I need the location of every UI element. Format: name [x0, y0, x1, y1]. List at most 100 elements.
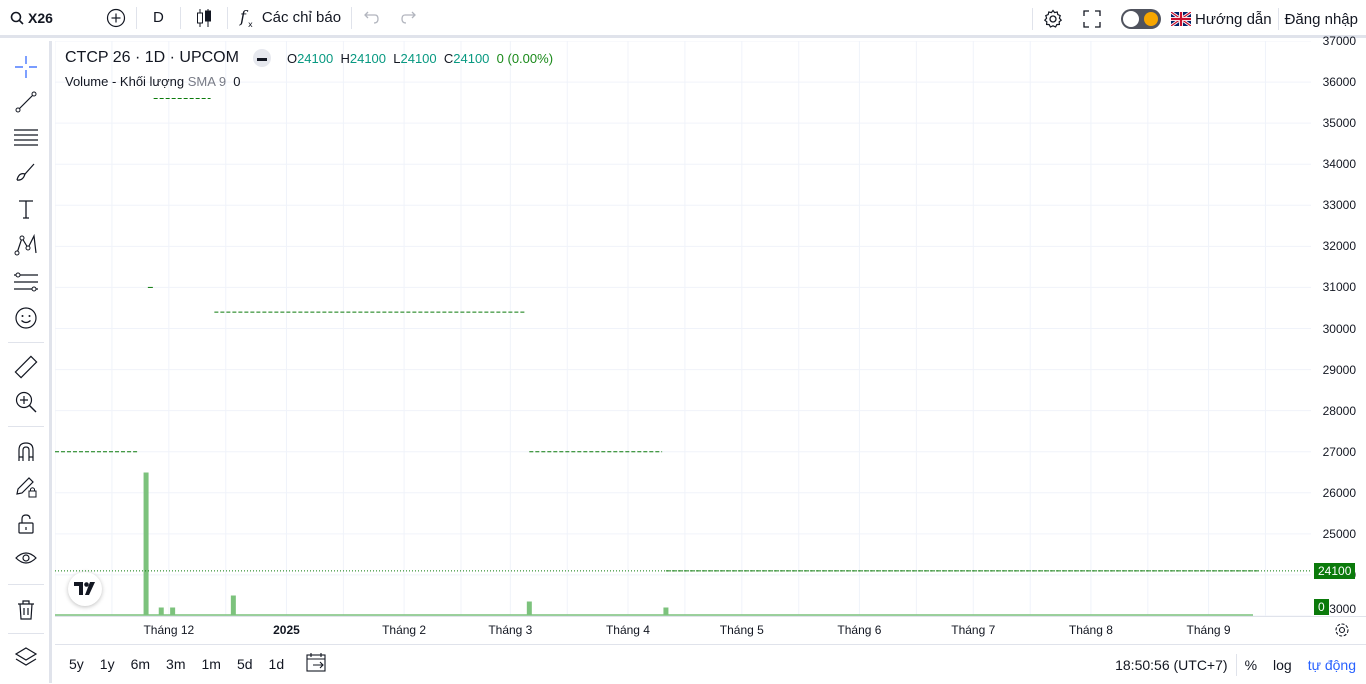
range-buttons: 5y 1y 6m 3m 1m 5d 1d	[55, 656, 292, 672]
brush-icon	[16, 163, 35, 181]
time-tick-label: Tháng 4	[605, 623, 650, 637]
login-link[interactable]: Đăng nhập	[1279, 0, 1366, 38]
price-axis[interactable]: 37000 36000 35000 34000 33000 32000 31000 30000…	[1311, 34, 1366, 616]
chart-type-button[interactable]	[181, 0, 227, 37]
range-button-1y[interactable]: 1y	[99, 656, 115, 672]
price-tick-label: 37000	[1322, 34, 1356, 48]
volume-label: Volume - Khối lượng	[65, 74, 185, 89]
price-tick-label: 26000	[1322, 485, 1356, 500]
range-button-1d[interactable]: 1d	[268, 656, 285, 672]
time-tick-label: Tháng 5	[719, 623, 764, 637]
ruler-icon	[14, 355, 38, 379]
interval-label: D	[153, 9, 164, 26]
candles-icon	[196, 8, 211, 27]
auto-toggle[interactable]: tự động	[1307, 656, 1356, 673]
volume-badge: 0	[1314, 599, 1329, 615]
bottom-toolbar-right: 18:50:56 (UTC+7) % log tự động	[1107, 645, 1366, 684]
symbol-label: X26	[28, 9, 53, 26]
symbol-search[interactable]: X26	[0, 0, 96, 37]
delete-drawings-tool[interactable]	[12, 596, 40, 624]
magnet-tool[interactable]	[12, 438, 40, 466]
lock-all-tool[interactable]	[12, 510, 40, 538]
trend-line-tool[interactable]	[12, 88, 40, 116]
price-tick-label: 32000	[1322, 239, 1356, 254]
pattern-icon	[14, 233, 37, 256]
separator	[1032, 8, 1033, 30]
range-button-3m[interactable]: 3m	[166, 656, 186, 672]
high-value: 24100	[349, 50, 387, 66]
tradingview-logo[interactable]	[68, 572, 102, 606]
plus-circle-icon	[106, 8, 126, 27]
price-tick-label: 23000	[1322, 602, 1356, 616]
prediction-tool[interactable]	[12, 268, 40, 296]
fib-tool[interactable]	[12, 123, 40, 151]
chart-title: CTCP 26 · 1D · UPCOM	[65, 49, 239, 66]
separator	[1235, 653, 1237, 676]
time-tick-label: Tháng 2	[382, 623, 427, 637]
login-label: Đăng nhập	[1284, 10, 1358, 28]
interval-button[interactable]: D	[137, 0, 180, 37]
chart-legend: CTCP 26 · 1D · UPCOM ▬ O24100 H24100 L24…	[65, 49, 553, 67]
guide-link[interactable]: Hướng dẫn	[1171, 0, 1278, 38]
price-tick-label: 25000	[1322, 526, 1356, 541]
more-options-icon[interactable]: ▬	[252, 49, 271, 67]
price-tick-label: 28000	[1322, 403, 1356, 418]
ruler-tool[interactable]	[12, 353, 40, 381]
eye-icon	[15, 552, 37, 564]
time-tick-label: Tháng 6	[837, 623, 882, 637]
ohlc-values: O24100 H24100 L24100 C24100 0 (0.00%)	[287, 51, 553, 66]
high-label: H	[340, 50, 350, 66]
range-button-1m[interactable]: 1m	[201, 656, 221, 672]
percent-toggle[interactable]: %	[1244, 656, 1258, 673]
sun-icon	[1144, 12, 1158, 26]
range-button-6m[interactable]: 6m	[130, 656, 151, 672]
trend-line-icon	[15, 91, 37, 113]
trash-icon	[18, 600, 34, 620]
brush-tool[interactable]	[12, 158, 40, 186]
price-tick-label: 30000	[1322, 321, 1356, 336]
separator	[8, 633, 44, 634]
settings-button[interactable]	[1033, 0, 1073, 38]
time-tick-label: Tháng 9	[1186, 623, 1231, 637]
object-tree-button[interactable]	[12, 643, 40, 671]
emoji-tool[interactable]	[12, 304, 40, 332]
crosshair-tool[interactable]	[12, 53, 40, 81]
redo-button[interactable]	[390, 0, 428, 37]
fullscreen-button[interactable]	[1073, 0, 1111, 38]
price-tick-label: 34000	[1322, 157, 1356, 172]
separator	[226, 6, 228, 29]
log-toggle[interactable]: log	[1273, 656, 1292, 673]
hide-drawings-tool[interactable]	[12, 544, 40, 572]
date-range-button[interactable]	[306, 652, 328, 677]
tradingview-logo-icon	[74, 582, 95, 595]
uk-flag-icon	[1171, 12, 1191, 26]
price-tick-label: 27000	[1322, 444, 1356, 459]
indicators-label: Các chỉ báo	[261, 9, 342, 26]
theme-toggle[interactable]	[1121, 9, 1161, 29]
text-tool[interactable]	[12, 195, 40, 223]
bottom-toolbar: 5y 1y 6m 3m 1m 5d 1d 18:50:56 (UTC+7) % log tự…	[55, 644, 1366, 683]
guide-label: Hướng dẫn	[1195, 10, 1272, 28]
range-button-5d[interactable]: 5d	[236, 656, 253, 672]
range-button-5y[interactable]: 5y	[69, 656, 84, 672]
sma-label: SMA 9	[187, 74, 227, 89]
crosshair-icon	[15, 56, 37, 78]
volume-bar	[158, 607, 164, 615]
undo-button[interactable]	[352, 0, 390, 37]
open-label: O	[286, 50, 298, 66]
time-axis[interactable]: Tháng 12 2025 Tháng 2 Tháng 3 Tháng 4 Tháng 5…	[55, 616, 1366, 644]
time-tick-label: Tháng 7	[951, 623, 996, 637]
clock[interactable]: 18:50:56 (UTC+7)	[1115, 656, 1228, 673]
calendar-arrow-icon	[306, 652, 326, 672]
svg-text:x: x	[248, 20, 253, 28]
zoom-tool[interactable]	[12, 388, 40, 416]
axis-settings-button[interactable]	[1334, 622, 1350, 643]
pattern-tool[interactable]	[12, 231, 40, 259]
price-chart[interactable]	[55, 41, 1311, 616]
separator	[179, 6, 181, 29]
compare-button[interactable]	[96, 0, 136, 37]
projection-icon	[14, 272, 38, 292]
lock-drawing-tool[interactable]	[12, 473, 40, 501]
